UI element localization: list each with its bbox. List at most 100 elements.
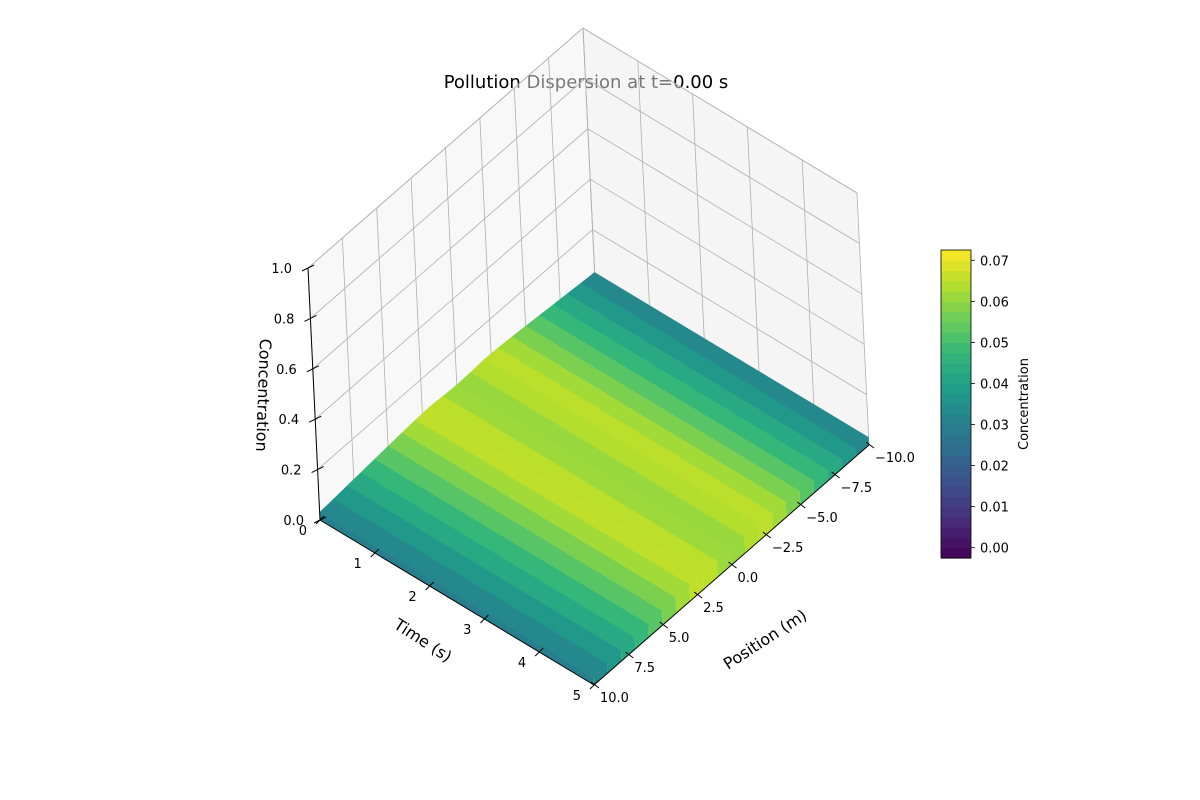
gridline-y <box>801 159 815 413</box>
x-tick <box>762 531 772 539</box>
z-tick <box>304 314 317 322</box>
gridline-x <box>548 57 562 311</box>
pane-edge <box>582 27 858 194</box>
colorbar-segment <box>941 434 971 446</box>
colorbar-segment <box>941 311 971 323</box>
colorbar-segment <box>941 527 971 539</box>
colorbar-segment <box>941 373 971 385</box>
colorbar-tick-label: 0.02 <box>980 460 1009 475</box>
colorbar-segment <box>941 455 971 467</box>
z-tick <box>301 264 315 272</box>
colorbar-segment <box>941 486 971 497</box>
colorbar-tick-label: 0.07 <box>980 254 1009 269</box>
surface-edge-strip <box>799 480 814 505</box>
colorbar-segment <box>941 424 971 436</box>
z-tick-label: 0.0 <box>283 514 304 529</box>
z-tick-label: 0.4 <box>279 413 300 428</box>
y-tick-label: 2 <box>408 590 416 605</box>
colorbar-label: Concentration <box>1017 358 1032 450</box>
surface-edge-strip <box>703 561 718 589</box>
z-axis-label: Concentration <box>252 338 275 452</box>
colorbar-segment <box>941 321 971 333</box>
x-tick <box>659 621 669 629</box>
gridline-x <box>513 87 527 341</box>
surface-edge-strip <box>827 458 842 481</box>
surface-edge-strip <box>689 572 704 601</box>
y-axis-line <box>319 519 595 686</box>
x-tick-label: 10.0 <box>600 691 629 706</box>
y-tick-label: 0 <box>299 524 307 539</box>
surface-edge-strip <box>785 491 801 517</box>
colorbar-segment <box>941 291 971 302</box>
colorbar-segment <box>941 404 971 415</box>
colorbar-segment <box>941 537 971 549</box>
x-axis-line <box>593 444 870 686</box>
surface-edge-strip <box>621 637 636 661</box>
gridline-x <box>410 177 424 431</box>
x-tick <box>625 651 634 659</box>
gridline-x <box>376 207 390 461</box>
gridline-y <box>856 192 870 446</box>
y-tick <box>370 548 380 558</box>
y-tick-label: 5 <box>573 689 581 704</box>
colorbar-segment <box>941 445 971 456</box>
surface-edge-strip <box>634 624 649 649</box>
surface-edge-strip <box>772 501 787 529</box>
x-tick <box>590 681 600 689</box>
colorbar: 0.00 0.01 0.02 0.03 0.04 0.05 0.06 0.07 <box>940 249 1009 559</box>
side-pane <box>583 28 869 445</box>
x-tick-label: 2.5 <box>703 601 724 616</box>
surface-edge-strip <box>593 664 608 685</box>
x-tick-label: 0.0 <box>738 571 759 586</box>
surface-edge-strip <box>648 611 663 637</box>
colorbar-segment <box>941 414 971 426</box>
colorbar-segment <box>941 280 971 292</box>
y-tick <box>315 515 325 525</box>
colorbar-segment <box>941 516 971 528</box>
colorbar-tick-label: 0.03 <box>980 419 1009 434</box>
surface-edge-strip <box>717 549 732 577</box>
x-tick <box>831 471 840 479</box>
z-tick-label: 1.0 <box>271 262 292 277</box>
y-tick-label: 1 <box>354 557 362 572</box>
x-tick <box>693 591 703 599</box>
colorbar-segment <box>941 342 971 354</box>
colorbar-segment <box>941 301 971 313</box>
colorbar-frame <box>940 249 972 559</box>
x-tick-label: 7.5 <box>634 661 655 676</box>
gridline-x <box>341 237 355 491</box>
gridline-y <box>637 60 651 314</box>
colorbar-segment <box>941 250 971 261</box>
y-tick <box>534 647 544 657</box>
colorbar-tick-label: 0.06 <box>980 295 1009 310</box>
gridline-x <box>445 147 458 401</box>
colorbar-segment <box>941 260 971 272</box>
concentration-surface <box>319 272 870 685</box>
colorbar-tick-label: 0.05 <box>980 336 1009 351</box>
gridline-x <box>479 117 493 371</box>
surface-strip <box>319 498 608 678</box>
z-axis-line <box>307 267 321 521</box>
y-tick-label: 3 <box>463 623 471 638</box>
colorbar-tick-label: 0.04 <box>980 377 1009 392</box>
surface-edge-strip <box>758 512 773 541</box>
colorbar-segment <box>941 362 971 374</box>
gridline-y <box>692 93 705 347</box>
surface-edge-strip <box>744 524 759 553</box>
colorbar-segment <box>941 475 971 487</box>
surface-edge-strip <box>675 584 691 613</box>
surface-edge-strip <box>730 537 746 565</box>
surface-edge-strip <box>841 448 856 469</box>
x-tick-label: −10.0 <box>875 451 915 466</box>
axis-lines: 0.0 0.2 0.4 0.6 0.8 1.0 0 1 2 3 4 5 10.0 7.5 5.0 2.5 0.0… <box>271 262 915 706</box>
surface-edge-strip <box>854 437 869 457</box>
x-tick-label: −2.5 <box>772 541 804 556</box>
z-tick-label: 0.6 <box>276 363 297 378</box>
colorbar-segment <box>941 332 971 343</box>
x-tick-label: 5.0 <box>669 631 690 646</box>
z-tick-label: 0.2 <box>281 464 302 479</box>
surface-edge-strip <box>662 597 677 625</box>
surface-front-edge <box>319 512 594 685</box>
colorbar-segment <box>941 496 971 508</box>
z-tick <box>306 365 320 373</box>
